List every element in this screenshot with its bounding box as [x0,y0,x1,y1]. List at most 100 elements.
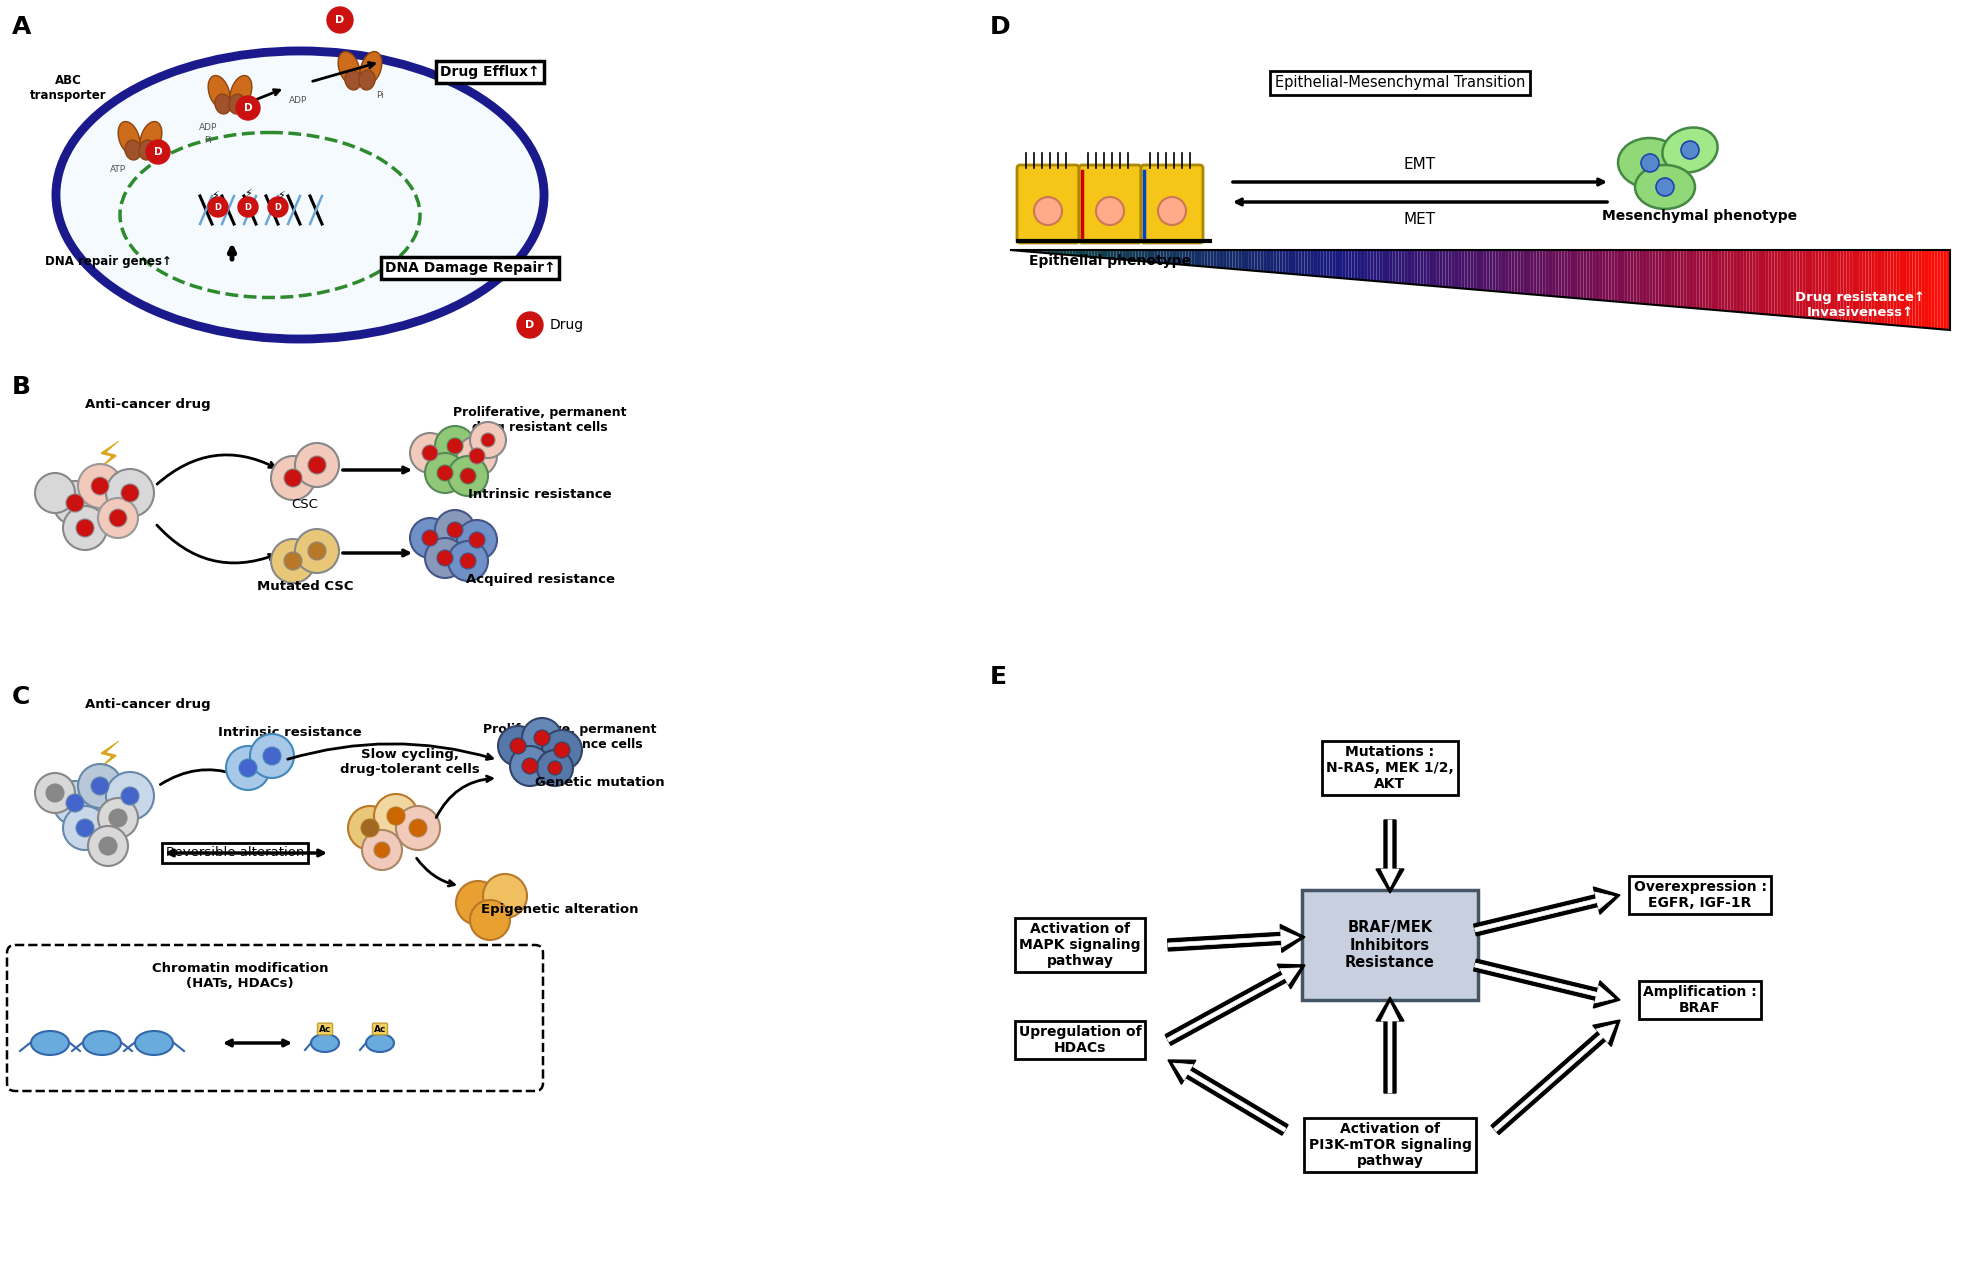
Polygon shape [1470,250,1474,289]
Polygon shape [1570,250,1574,298]
Polygon shape [1108,250,1110,259]
Polygon shape [1897,250,1899,326]
Polygon shape [1630,250,1633,303]
Polygon shape [1946,250,1950,330]
Polygon shape [1797,250,1799,317]
Polygon shape [1092,250,1094,258]
Polygon shape [1305,250,1307,275]
Circle shape [468,448,484,464]
Text: drug resistant cells: drug resistant cells [472,421,608,434]
Circle shape [106,470,154,516]
Polygon shape [1523,250,1527,294]
Text: ATP: ATP [110,165,126,174]
Polygon shape [1401,250,1405,283]
Polygon shape [1317,250,1321,277]
Polygon shape [1063,250,1067,255]
Polygon shape [1299,250,1301,275]
Text: Upregulation of
HDACs: Upregulation of HDACs [1019,1025,1141,1055]
Circle shape [146,140,169,164]
Circle shape [457,437,498,476]
Ellipse shape [215,94,230,114]
Circle shape [283,470,301,487]
Text: Slow cycling,
drug-tolerant cells: Slow cycling, drug-tolerant cells [340,747,480,777]
Circle shape [518,312,543,338]
Circle shape [468,532,484,548]
Circle shape [498,726,537,766]
Polygon shape [1486,250,1490,291]
Circle shape [327,8,352,33]
Polygon shape [1903,250,1907,326]
Polygon shape [1846,250,1850,321]
Text: Proliferative, permanent: Proliferative, permanent [453,406,626,419]
Polygon shape [1793,250,1797,317]
Ellipse shape [311,1034,338,1052]
Polygon shape [1069,250,1073,255]
Polygon shape [1734,250,1738,312]
Polygon shape [1295,250,1299,274]
Polygon shape [1655,250,1659,306]
Polygon shape [1868,250,1872,324]
Polygon shape [1374,250,1376,282]
Circle shape [120,787,140,805]
Polygon shape [1208,250,1210,266]
Polygon shape [1179,250,1183,265]
Circle shape [470,900,510,940]
Polygon shape [1104,250,1108,259]
Polygon shape [1862,250,1866,322]
Circle shape [409,433,451,473]
Ellipse shape [31,1030,69,1055]
FancyBboxPatch shape [1017,165,1078,242]
Circle shape [268,197,287,217]
Circle shape [555,742,571,758]
Polygon shape [1881,250,1883,325]
Polygon shape [1183,250,1185,265]
Polygon shape [1421,250,1423,286]
Ellipse shape [344,70,360,90]
Polygon shape [1138,250,1141,261]
Polygon shape [1568,250,1570,298]
Polygon shape [1561,250,1565,297]
Text: ⚡: ⚡ [94,739,122,777]
Ellipse shape [124,140,142,160]
Polygon shape [1411,250,1415,284]
FancyBboxPatch shape [1141,165,1202,242]
Polygon shape [1114,250,1116,259]
Polygon shape [1923,250,1925,327]
Ellipse shape [140,122,161,155]
Polygon shape [1452,250,1454,288]
Polygon shape [1346,250,1348,279]
Polygon shape [1311,250,1315,275]
Circle shape [98,497,138,538]
Polygon shape [1753,250,1755,313]
Polygon shape [1322,250,1326,277]
Polygon shape [1130,250,1132,260]
Polygon shape [1838,250,1840,321]
Polygon shape [1929,250,1931,329]
Polygon shape [1474,963,1614,1003]
Ellipse shape [140,140,155,160]
Polygon shape [1431,250,1433,286]
Polygon shape [1586,250,1590,299]
Polygon shape [1458,250,1460,288]
Polygon shape [1661,250,1665,306]
Polygon shape [1147,250,1151,261]
Polygon shape [1527,250,1531,294]
Polygon shape [1484,250,1486,291]
Circle shape [236,96,260,121]
Polygon shape [1584,250,1586,299]
Polygon shape [1891,250,1893,325]
Polygon shape [1082,250,1084,256]
Polygon shape [1809,250,1813,319]
Polygon shape [1443,250,1446,287]
Polygon shape [1681,250,1685,307]
Polygon shape [1539,250,1543,296]
Circle shape [250,733,293,778]
Circle shape [67,494,85,511]
Circle shape [388,807,405,825]
Polygon shape [1777,250,1781,316]
Ellipse shape [360,52,382,85]
Circle shape [45,784,65,802]
Polygon shape [1698,250,1702,308]
Polygon shape [1362,250,1364,280]
Polygon shape [1608,250,1612,301]
